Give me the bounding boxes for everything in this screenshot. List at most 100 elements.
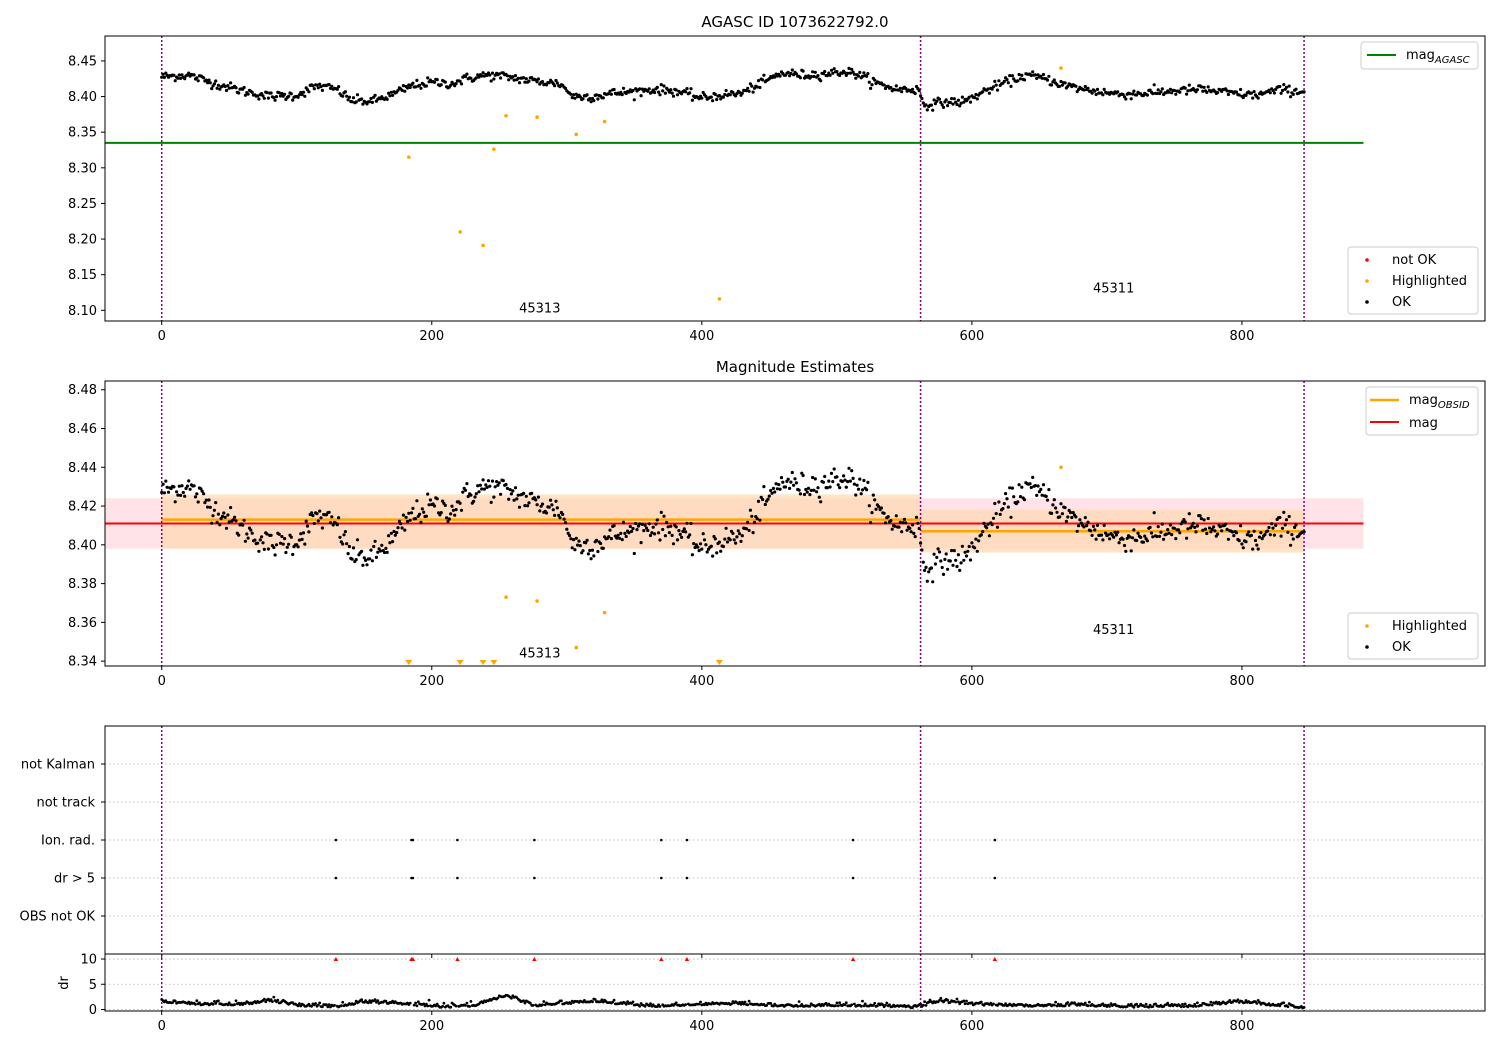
ok-point [982, 521, 986, 526]
ok-point [596, 97, 600, 101]
ok-point [517, 81, 522, 85]
ok-point [643, 523, 647, 527]
ok-point [1237, 93, 1241, 97]
ok-point [331, 523, 335, 527]
ok-point [210, 521, 214, 525]
ok-point [426, 76, 430, 80]
ok-point [1136, 531, 1140, 535]
ok-point [927, 570, 931, 574]
x-tick-label: 200 [419, 1019, 444, 1034]
ok-point [958, 104, 962, 108]
ok-point [685, 521, 689, 525]
ok-point [910, 87, 915, 91]
dr-point [808, 1004, 812, 1008]
ok-point [761, 78, 765, 82]
ok-point [210, 87, 214, 91]
ok-point [261, 541, 265, 545]
ok-point [301, 90, 306, 94]
ok-point [400, 88, 404, 92]
ok-point [794, 72, 799, 76]
legend-highlighted: Highlighted [1392, 274, 1467, 289]
ok-point [469, 76, 473, 80]
ok-point [608, 89, 612, 93]
ok-point [454, 508, 458, 512]
ok-point [692, 542, 696, 546]
ok-point [1198, 514, 1202, 518]
ok-point [427, 503, 431, 507]
ok-point [311, 514, 315, 518]
dr-point [310, 1004, 313, 1008]
ok-point [642, 529, 646, 533]
ok-point [1070, 515, 1074, 520]
ok-point [385, 97, 389, 101]
ok-point [946, 567, 950, 571]
ok-point [624, 534, 628, 539]
ok-point [1101, 538, 1105, 542]
ok-point [1020, 485, 1024, 489]
ok-point [797, 488, 801, 492]
ok-point [877, 505, 881, 509]
dr-capped-marker [992, 957, 998, 962]
ok-point [1199, 85, 1203, 89]
ok-point [382, 550, 387, 555]
y-tick-label: 8.10 [68, 304, 97, 319]
ok-point [655, 85, 659, 89]
ok-point [675, 93, 680, 97]
ok-point [675, 538, 680, 542]
ok-point [1082, 88, 1086, 92]
ok-point [1234, 531, 1239, 535]
ok-point [389, 531, 393, 535]
dr-point [955, 997, 959, 1001]
ok-point [281, 542, 285, 546]
ok-point [401, 84, 405, 88]
ok-point [554, 78, 558, 83]
ok-point [373, 539, 377, 543]
ok-point [843, 71, 847, 75]
dr-point [531, 1004, 535, 1007]
ok-point [544, 511, 549, 515]
ok-point [755, 517, 759, 521]
ok-point [459, 82, 464, 86]
ok-point [458, 79, 462, 83]
y-tick-label: 8.42 [68, 500, 97, 515]
ok-point [1190, 524, 1194, 528]
ok-point [1033, 484, 1037, 488]
ok-point [1132, 89, 1136, 93]
dr-point [658, 1005, 662, 1008]
ok-point [858, 70, 862, 74]
legend-ok: OK [1392, 640, 1411, 655]
ok-point [704, 94, 708, 99]
ok-point [873, 498, 877, 502]
ok-point [973, 546, 977, 550]
ok-point [1251, 96, 1255, 100]
legend-mag-obsid-subscript: OBSID [1438, 400, 1470, 411]
ok-point [689, 87, 693, 91]
ok-point [319, 85, 323, 89]
ok-point [1256, 96, 1260, 100]
ok-point [1031, 70, 1035, 74]
ok-point [1083, 516, 1087, 520]
ok-point [1205, 531, 1209, 536]
ok-point [574, 92, 578, 96]
ok-point [1029, 73, 1033, 78]
ok-point [509, 492, 513, 496]
dr-point [468, 1005, 471, 1008]
ok-point [1195, 88, 1199, 92]
ok-point [330, 515, 334, 519]
ok-point [256, 94, 260, 98]
flag-category-label: OBS not OK [20, 910, 96, 925]
ok-point [1102, 523, 1106, 528]
dr-point [612, 998, 616, 1002]
ok-point [1151, 535, 1155, 539]
dr-point [339, 1004, 343, 1008]
ok-point [773, 75, 777, 79]
ok-point [214, 501, 218, 505]
y-tick-label: 8.35 [68, 126, 97, 141]
ok-point [396, 88, 400, 92]
ok-point [202, 492, 206, 496]
ok-point [697, 549, 701, 553]
ok-point [1282, 83, 1286, 87]
ok-point [985, 526, 989, 530]
ok-point [289, 92, 293, 96]
ok-point [882, 83, 886, 87]
